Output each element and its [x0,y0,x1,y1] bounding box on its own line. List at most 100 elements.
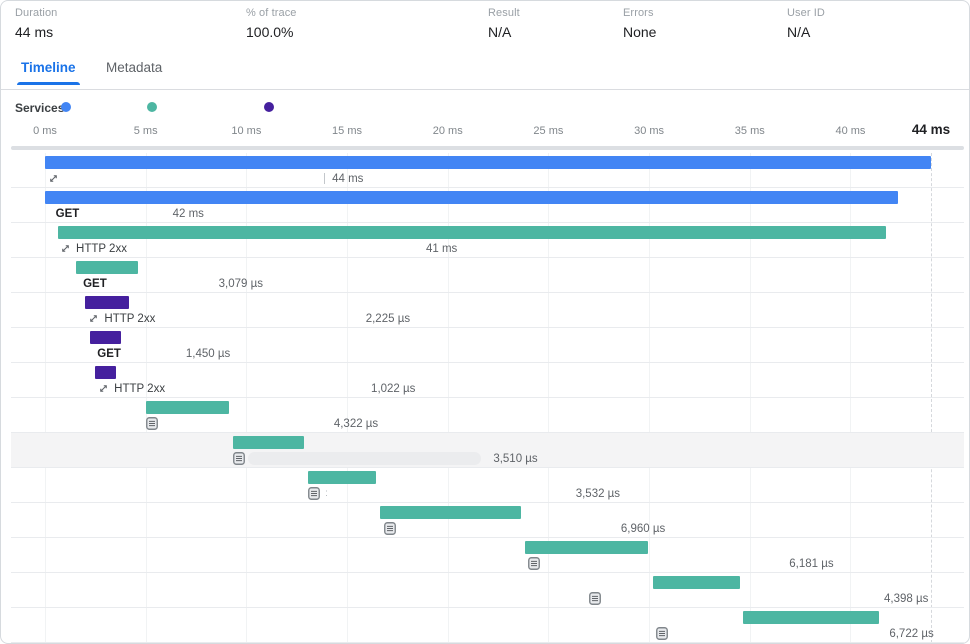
span-bar[interactable] [45,156,931,169]
span-row[interactable]: HTTP 2xx 41 ms [11,223,964,258]
span-bar[interactable] [58,226,886,239]
span-label: : [308,486,329,501]
service-dot-icon[interactable] [61,102,71,112]
database-icon [232,452,245,465]
database-icon [656,627,669,640]
services-legend: Services [1,97,969,119]
span-duration-value: 4,398 µs [884,592,929,605]
span-row[interactable]: 44 ms [11,153,964,188]
stat-label: Duration [15,7,58,19]
span-bar[interactable] [94,366,116,379]
stat-label: % of trace [246,7,297,19]
stat-label: Errors [623,7,654,19]
span-lane: 6,722 µs [45,608,934,642]
span-name: GET [97,347,121,360]
span-row[interactable]: 3,510 µs [11,433,964,468]
span-row[interactable]: : 3,532 µs [11,468,964,503]
span-duration: 1,450 µs [186,346,230,361]
span-duration-value: 4,322 µs [333,417,379,430]
span-row[interactable]: HTTP 2xx 2,225 µs [11,293,964,328]
service-dot-icon[interactable] [264,102,274,112]
span-lane: 6,181 µs [45,538,931,572]
stat-value: N/A [787,24,811,40]
stat-value: 100.0% [246,24,294,40]
span-label: HTTP 2xx [98,381,165,396]
span-duration-value: 6,181 µs [789,557,834,570]
time-axis-tick: 25 ms [533,125,564,137]
span-bar[interactable] [84,296,130,309]
rpc-arrows-icon [48,173,59,184]
span-duration: 4,398 µs [884,591,928,606]
span-label [384,521,397,536]
stat-value: 44 ms [15,24,54,40]
span-lane: GET 42 ms [45,188,931,222]
span-duration-value: 1,450 µs [185,347,231,360]
span-bar[interactable] [652,576,741,589]
rpc-arrows-icon [98,383,109,394]
stat-result: Result N/A [488,7,520,40]
span-bar[interactable] [232,436,304,449]
span-duration: 4,322 µs [334,416,378,431]
span-lane: 44 ms [45,153,931,187]
span-duration: 6,181 µs [789,556,833,571]
span-duration: 42 ms [173,206,204,221]
time-axis-tick: 35 ms [734,125,765,137]
span-bar[interactable] [45,191,899,204]
span-name: GET [55,207,80,220]
span-duration-value: 6,722 µs [889,627,934,640]
duration-marker-tick [324,173,326,184]
span-lane: HTTP 2xx 41 ms [45,223,931,257]
span-row[interactable]: 4,398 µs [11,573,964,608]
span-duration-value: 2,225 µs [365,312,411,325]
stat-value: N/A [488,24,512,40]
span-bar[interactable] [308,471,377,484]
span-duration-value: 42 ms [172,207,204,220]
span-duration: 3,532 µs [576,486,620,501]
span-row[interactable]: GET 3,079 µs [11,258,964,293]
span-lane: 4,322 µs [45,398,931,432]
span-row[interactable]: 6,960 µs [11,503,964,538]
span-row[interactable]: GET 42 ms [11,188,964,223]
span-bar[interactable] [76,261,139,274]
time-axis-tick: 30 ms [634,125,665,137]
database-icon [146,417,158,430]
span-label [527,556,540,571]
span-bar[interactable] [379,506,521,519]
span-bar[interactable] [90,331,122,344]
span-name: GET [83,277,107,290]
services-legend-title: Services [15,101,65,115]
database-icon [384,522,397,535]
stat-label: User ID [787,7,825,19]
span-lane: HTTP 2xx 1,022 µs [45,363,931,397]
horizontal-scrollbar[interactable] [11,146,964,150]
span-lane: GET 3,079 µs [45,258,931,292]
rpc-arrows-icon [88,313,99,324]
time-axis-end-label: 44 ms [911,122,951,137]
time-axis-tick: 10 ms [231,125,262,137]
span-row[interactable]: 6,722 µs [11,608,964,643]
span-lane: 6,960 µs [45,503,931,537]
span-label: GET [56,206,80,221]
time-axis-tick: 0 ms [33,125,57,137]
span-row[interactable]: 4,322 µs [11,398,964,433]
tab-metadata[interactable]: Metadata [105,60,163,75]
span-duration-value: 3,079 µs [218,277,263,290]
database-icon [527,557,540,570]
span-label: HTTP 2xx [60,241,127,256]
stat-duration: Duration 44 ms [15,7,57,40]
span-label: HTTP 2xx [88,311,155,326]
stat-user-id: User ID N/A [787,7,825,40]
span-label [656,626,669,641]
tab-timeline[interactable]: Timeline [17,49,80,85]
span-bar[interactable] [146,401,230,414]
span-row[interactable]: HTTP 2xx 1,022 µs [11,363,964,398]
database-icon [308,487,321,500]
service-dot-icon[interactable] [147,102,157,112]
span-duration: 1,022 µs [371,381,415,396]
span-row[interactable]: GET 1,450 µs [11,328,964,363]
span-lane: 4,398 µs [45,573,931,607]
span-bar[interactable] [525,541,649,554]
span-label-suffix: : [325,488,329,499]
span-row[interactable]: 6,181 µs [11,538,964,573]
span-bar[interactable] [743,611,879,624]
